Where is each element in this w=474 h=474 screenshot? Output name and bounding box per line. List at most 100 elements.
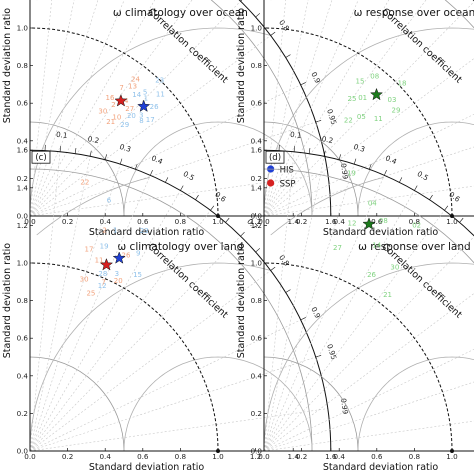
x-tick-label: 0.8 — [409, 452, 421, 461]
x-axis-label: Standard deviation ratio — [89, 227, 205, 238]
x-tick-label: 1.6 — [325, 452, 337, 461]
x-tick-label: 0.6 — [137, 217, 149, 226]
correlation-ray — [263, 0, 333, 217]
model-label: 26 — [150, 103, 159, 111]
model-label: 30 — [390, 264, 399, 272]
x-tick-label: 0.6 — [371, 217, 383, 226]
model-label: 22 — [80, 179, 89, 187]
x-tick-label: 1.2 — [250, 217, 261, 226]
x-axis-label: Standard deviation ratio — [89, 462, 205, 473]
correlation-tick-label: 0.95 — [325, 343, 339, 361]
correlation-tick — [338, 154, 341, 160]
rms-arc — [263, 262, 474, 452]
correlation-tick-label: 0.95 — [325, 108, 339, 126]
correlation-ray — [263, 348, 474, 452]
correlation-tick — [459, 217, 464, 223]
correlation-tick — [300, 317, 306, 321]
correlation-tick-label: 0.8 — [277, 253, 291, 268]
y-tick-label: 1.0 — [251, 24, 263, 33]
y-tick-label: 0.4 — [251, 371, 263, 380]
std-arc — [444, 0, 474, 29]
y-axis-label: Standard deviation ratio — [2, 243, 13, 359]
ensemble-mean-star — [112, 251, 126, 264]
y-tick-label: 0.8 — [251, 296, 263, 305]
model-label: 26 — [367, 271, 376, 279]
x-tick-label: 0.6 — [371, 452, 383, 461]
correlation-tick — [195, 194, 199, 200]
model-label: 8 — [139, 117, 143, 125]
model-label: 11 — [95, 257, 104, 265]
x-tick-label: 1.4 — [287, 217, 299, 226]
panel-title: ω climatology over land — [117, 241, 243, 253]
model-label: 15 — [355, 78, 364, 86]
y-tick-label: 1.4 — [251, 183, 263, 192]
panel-title: ω response over ocean — [354, 7, 474, 19]
plot-frame — [263, 149, 474, 452]
model-label: 2 — [111, 101, 115, 109]
correlation-tick-label: 0.99 — [339, 163, 350, 181]
std-arc — [29, 121, 125, 217]
model-label: 14 — [372, 241, 381, 249]
y-tick-label: 0.6 — [251, 334, 263, 343]
correlation-tick — [210, 205, 215, 211]
model-label: 10 — [112, 114, 121, 122]
correlation-tick — [119, 158, 123, 165]
x-tick-label: 0.0 — [258, 452, 270, 461]
correlation-ray — [263, 210, 445, 452]
y-tick-label: 1.6 — [17, 146, 29, 155]
y-tick-label: 0.0 — [251, 212, 263, 221]
model-label: 08 — [379, 217, 388, 225]
x-tick-label: 0.4 — [333, 217, 345, 226]
std-arc — [263, 168, 474, 264]
correlation-tick — [59, 146, 61, 152]
correlation-tick — [444, 205, 449, 211]
correlation-tick — [180, 185, 184, 191]
model-label: 29 — [120, 121, 129, 129]
correlation-ray — [263, 381, 474, 452]
y-tick-label: 0.0 — [251, 447, 263, 456]
rms-arc — [29, 262, 270, 452]
correlation-tick — [225, 217, 230, 223]
correlation-tick — [353, 158, 357, 165]
correlation-tick-label: 0.2 — [87, 134, 100, 145]
rms-arc — [123, 356, 313, 452]
legend-marker — [267, 179, 275, 187]
reference-arc — [263, 27, 453, 217]
model-label: 28 — [98, 270, 107, 278]
model-label: 17 — [146, 116, 155, 124]
y-tick-label: 0.2 — [17, 409, 28, 418]
reference-arc — [29, 262, 219, 452]
y-tick-label: 0.8 — [17, 296, 29, 305]
y-axis-label: Standard deviation ratio — [236, 8, 247, 124]
y-tick-label: 0.4 — [17, 371, 29, 380]
plot-frame — [29, 149, 332, 452]
correlation-ray — [29, 356, 316, 452]
correlation-tick-label: 0.6 — [447, 190, 462, 204]
correlation-ray — [29, 35, 271, 217]
model-label: 22 — [344, 116, 353, 124]
y-tick-label: 0.0 — [17, 447, 29, 456]
correlation-tick — [240, 231, 245, 237]
model-label: 7 — [101, 279, 105, 287]
reference-arc — [29, 27, 219, 217]
correlation-tick-label: 0.99 — [339, 398, 350, 416]
y-axis-label: Standard deviation ratio — [2, 8, 13, 124]
panel-label: (d) — [269, 153, 281, 163]
model-label: 9 — [136, 250, 140, 258]
model-label: 15 — [133, 271, 142, 279]
correlation-tick-label: 0.4 — [150, 153, 164, 166]
correlation-tick — [414, 185, 418, 191]
correlation-tick — [104, 154, 107, 160]
model-label: 1 — [113, 227, 117, 235]
y-tick-label: 0.6 — [17, 99, 29, 108]
std-arc — [29, 168, 313, 452]
x-tick-label: 1.6 — [325, 217, 337, 226]
rms-arc — [357, 121, 474, 217]
correlation-tick-label: 0.1 — [290, 130, 302, 140]
y-tick-label: 1.0 — [251, 259, 263, 268]
model-label: 14 — [132, 91, 141, 99]
correlation-ray — [29, 163, 121, 452]
panel-a: ω climatology over ocean 0.1 0.2 0.3 0.4 0.5 0… — [2, 0, 350, 238]
model-label: 20 — [114, 277, 123, 285]
correlation-tick — [134, 163, 138, 170]
